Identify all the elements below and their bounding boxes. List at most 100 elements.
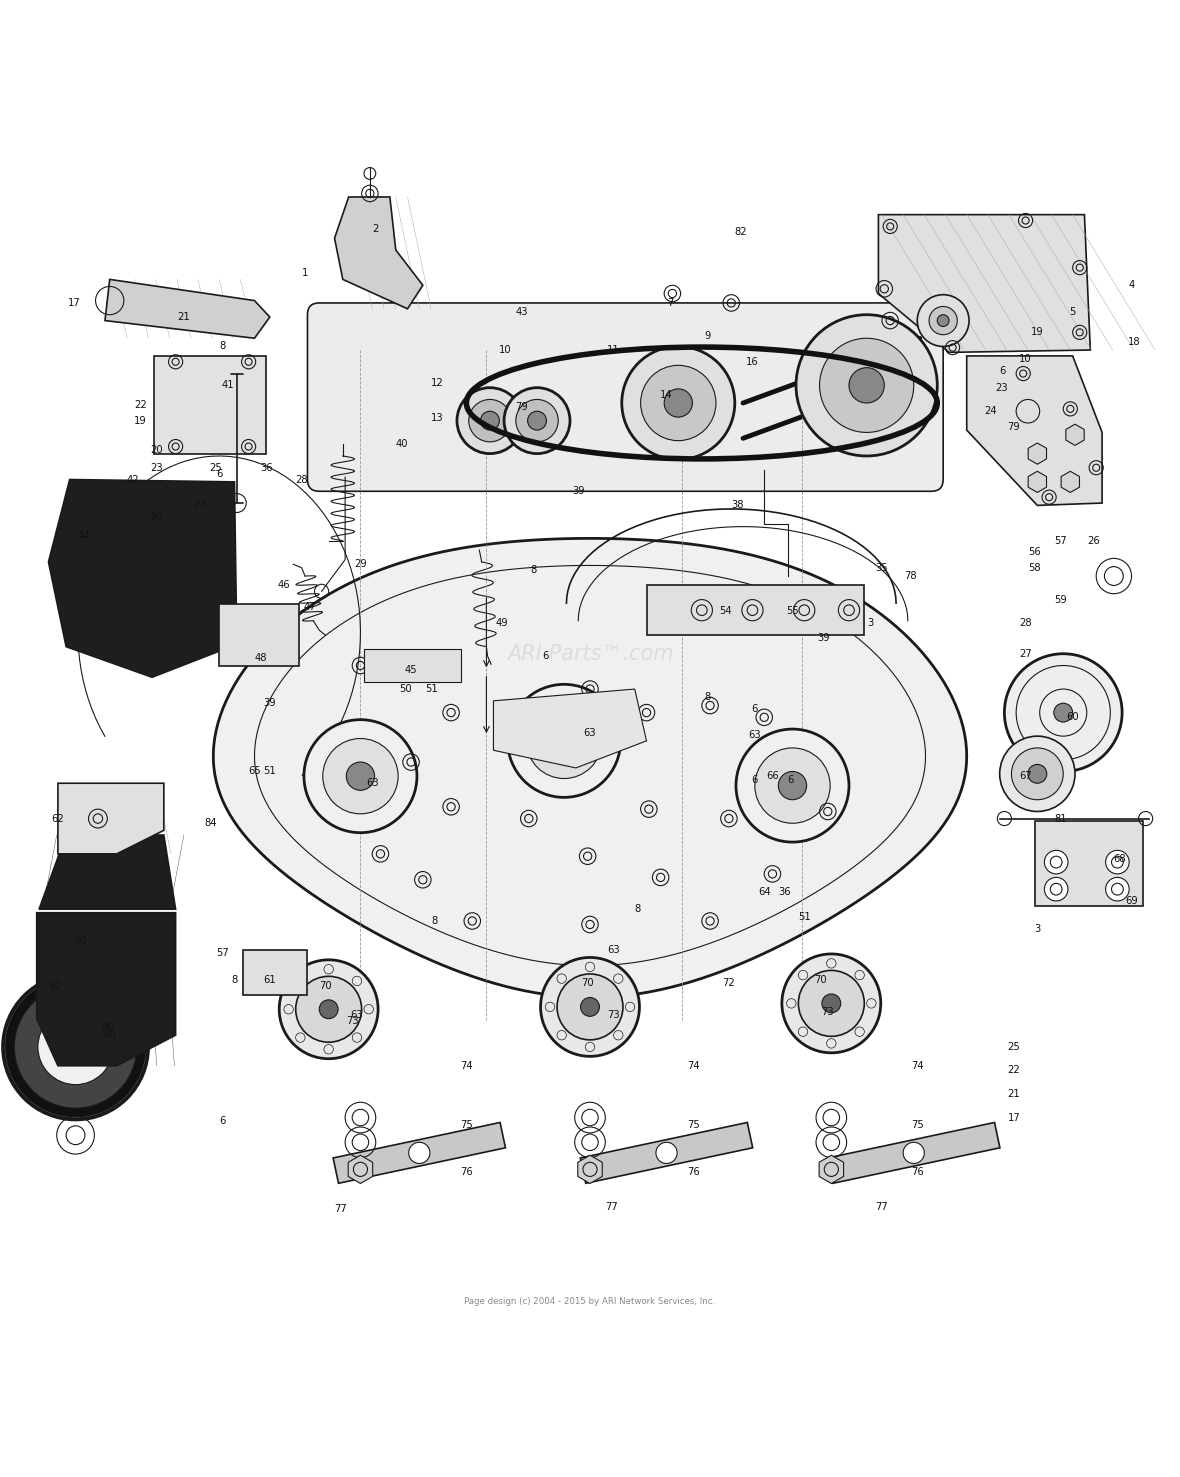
Text: 77: 77 — [334, 1204, 347, 1214]
Text: 1: 1 — [302, 269, 308, 279]
Bar — [363, 648, 460, 682]
Text: 69: 69 — [1126, 897, 1138, 905]
Circle shape — [796, 315, 937, 456]
Circle shape — [320, 1000, 339, 1019]
Text: 51: 51 — [425, 684, 438, 694]
FancyBboxPatch shape — [308, 303, 943, 492]
Text: 8: 8 — [704, 693, 710, 702]
Text: 76: 76 — [460, 1167, 473, 1177]
Text: 82: 82 — [734, 227, 747, 238]
Text: 57: 57 — [216, 948, 229, 957]
Text: 38: 38 — [730, 501, 743, 511]
Text: 29: 29 — [354, 560, 367, 569]
Circle shape — [280, 960, 378, 1059]
Text: 21: 21 — [177, 312, 190, 322]
Text: 35: 35 — [876, 563, 889, 573]
Text: 76: 76 — [687, 1167, 700, 1177]
Circle shape — [848, 368, 884, 403]
Text: 20: 20 — [151, 445, 163, 455]
Text: 64: 64 — [758, 886, 771, 897]
Text: 63: 63 — [584, 728, 596, 737]
Text: 50: 50 — [399, 684, 412, 694]
Text: 91: 91 — [76, 936, 87, 945]
Text: 39: 39 — [817, 634, 830, 644]
Text: 27: 27 — [192, 501, 205, 511]
Text: 6: 6 — [787, 775, 793, 784]
Text: 81: 81 — [1055, 814, 1067, 824]
Text: 16: 16 — [746, 357, 759, 366]
Circle shape — [540, 957, 640, 1056]
Text: 36: 36 — [260, 462, 273, 473]
Polygon shape — [333, 1123, 505, 1183]
Text: 39: 39 — [572, 486, 584, 496]
Circle shape — [1054, 703, 1073, 722]
Circle shape — [1004, 654, 1122, 771]
Bar — [1035, 821, 1143, 905]
Polygon shape — [214, 539, 966, 997]
Text: 74: 74 — [687, 1060, 700, 1071]
Text: 55: 55 — [786, 607, 799, 616]
Text: 57: 57 — [1055, 536, 1067, 545]
Text: 8: 8 — [432, 916, 438, 926]
Circle shape — [999, 736, 1075, 811]
Circle shape — [408, 1142, 430, 1164]
Polygon shape — [1061, 471, 1080, 492]
Circle shape — [1044, 877, 1068, 901]
Polygon shape — [105, 279, 270, 338]
Text: 21: 21 — [1008, 1089, 1021, 1099]
Polygon shape — [1028, 443, 1047, 464]
Text: 77: 77 — [876, 1202, 889, 1213]
Circle shape — [1044, 851, 1068, 874]
Text: 22: 22 — [1008, 1065, 1021, 1075]
Text: 80: 80 — [151, 513, 163, 523]
Text: 90: 90 — [101, 1022, 113, 1032]
Text: 46: 46 — [277, 580, 290, 591]
Text: 23: 23 — [151, 462, 163, 473]
Text: 75: 75 — [687, 1120, 700, 1130]
Text: 49: 49 — [496, 619, 509, 628]
Circle shape — [1106, 851, 1129, 874]
Circle shape — [782, 954, 880, 1053]
Text: 43: 43 — [516, 307, 527, 318]
Text: 62: 62 — [52, 814, 64, 824]
Circle shape — [516, 399, 558, 442]
Text: 48: 48 — [254, 653, 267, 663]
Circle shape — [323, 738, 398, 814]
Polygon shape — [348, 1155, 373, 1183]
Text: 10: 10 — [1020, 354, 1031, 365]
Circle shape — [736, 730, 848, 842]
Text: 51: 51 — [798, 913, 811, 923]
Text: 65: 65 — [248, 767, 261, 777]
Text: 56: 56 — [1029, 548, 1042, 557]
Text: 45: 45 — [405, 665, 418, 675]
Polygon shape — [1066, 424, 1084, 446]
Text: 74: 74 — [460, 1060, 473, 1071]
Bar — [243, 950, 308, 995]
Polygon shape — [827, 1123, 999, 1183]
Text: 78: 78 — [904, 572, 917, 580]
Circle shape — [779, 771, 807, 799]
Circle shape — [917, 295, 969, 347]
Text: 2: 2 — [373, 223, 379, 233]
Text: 27: 27 — [1020, 648, 1032, 659]
Text: 6: 6 — [998, 366, 1005, 377]
Text: 6: 6 — [542, 651, 549, 662]
Polygon shape — [966, 356, 1102, 505]
Text: 7: 7 — [667, 298, 674, 307]
Polygon shape — [155, 356, 267, 453]
Text: 59: 59 — [1055, 595, 1067, 604]
Text: 75: 75 — [911, 1120, 924, 1130]
Polygon shape — [878, 214, 1090, 353]
Circle shape — [664, 388, 693, 417]
Circle shape — [937, 315, 949, 326]
Text: 44: 44 — [78, 532, 90, 541]
Text: 63: 63 — [608, 945, 620, 956]
Text: 12: 12 — [431, 378, 444, 388]
Text: 3: 3 — [1034, 925, 1041, 935]
Circle shape — [820, 338, 913, 433]
Text: 76: 76 — [911, 1167, 924, 1177]
Polygon shape — [48, 480, 237, 678]
Text: 60: 60 — [1067, 712, 1079, 722]
Text: 8: 8 — [231, 975, 237, 985]
Text: 73: 73 — [608, 1010, 620, 1021]
